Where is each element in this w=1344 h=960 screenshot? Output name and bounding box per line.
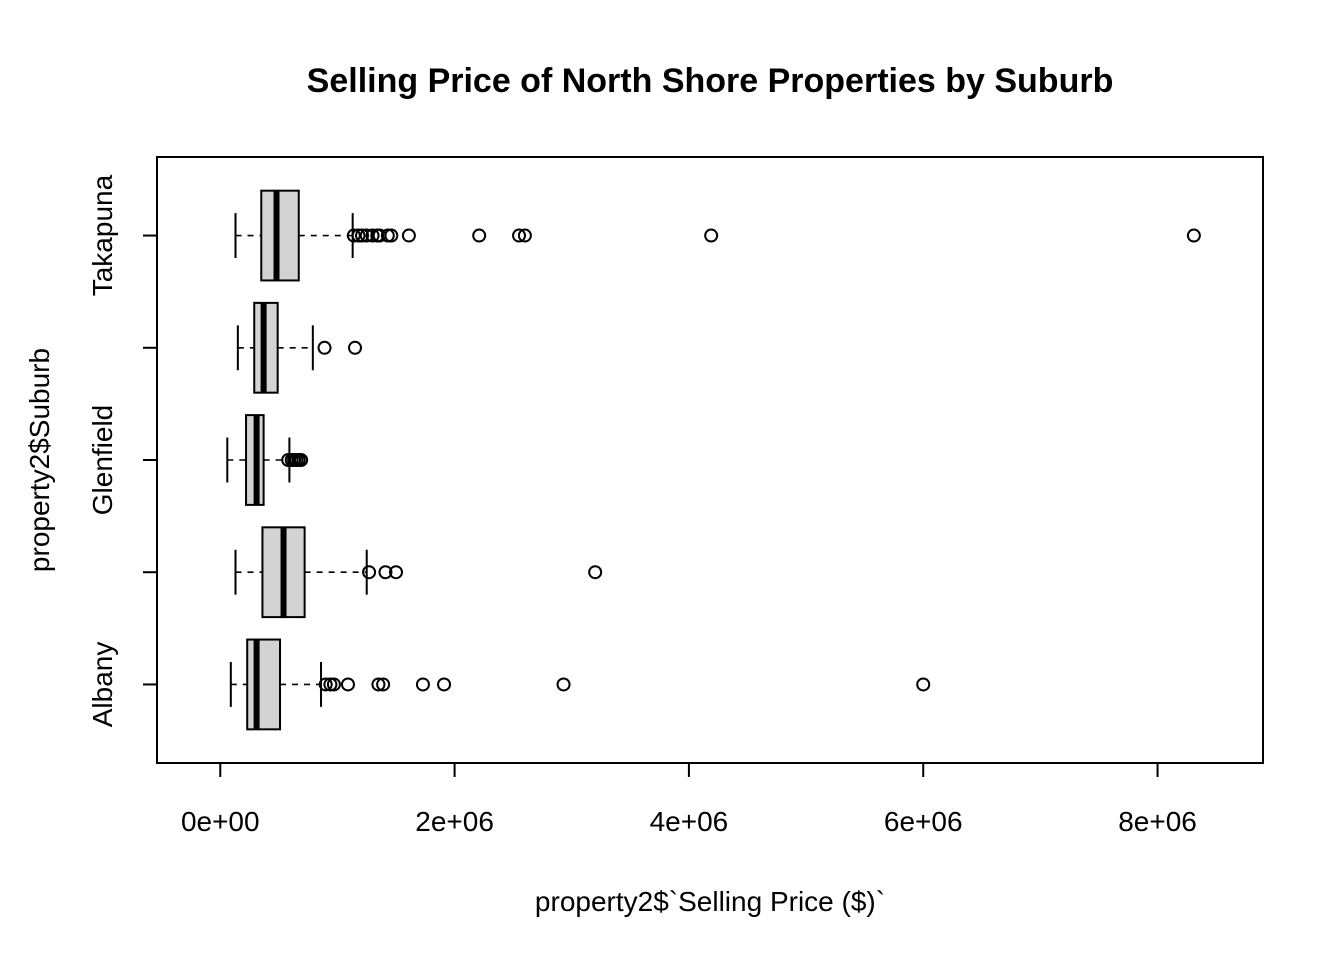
outlier-point: [378, 565, 393, 580]
box-group: [234, 189, 1201, 282]
outlier-point: [472, 228, 487, 243]
box-group: [229, 638, 931, 731]
chart-title: Selling Price of North Shore Properties …: [307, 62, 1114, 100]
outlier-point: [348, 340, 363, 355]
outlier-point: [340, 677, 355, 692]
outlier-point: [355, 228, 370, 243]
x-tick-label: 8e+06: [1118, 806, 1197, 837]
x-axis: 0e+00 2e+06 4e+06 6e+06 8e+06: [181, 762, 1197, 837]
outlier-point: [704, 228, 719, 243]
y-axis: Albany Glenfield Takapuna: [87, 174, 158, 728]
y-tick-label: Takapuna: [87, 174, 118, 296]
outlier-point: [389, 565, 404, 580]
box-group: [234, 526, 603, 619]
outlier-point: [318, 677, 333, 692]
outlier-point: [326, 677, 341, 692]
outlier-point: [365, 228, 380, 243]
outlier-point: [317, 340, 332, 355]
box-group: [226, 414, 309, 506]
y-axis-label: property2$Suburb: [24, 348, 55, 572]
y-tick-label: Glenfield: [87, 405, 118, 516]
outlier-point: [512, 228, 527, 243]
outlier-point: [415, 677, 430, 692]
outlier-point: [556, 677, 571, 692]
outlier-point: [916, 677, 931, 692]
outlier-point: [294, 453, 309, 467]
box-iqr: [246, 638, 282, 731]
box-iqr: [260, 189, 300, 282]
x-axis-label: property2$`Selling Price ($)`: [535, 886, 885, 917]
x-tick-label: 2e+06: [415, 806, 494, 837]
outlier-point: [517, 228, 532, 243]
y-tick-label: Albany: [87, 642, 118, 728]
outlier-point: [1186, 228, 1201, 243]
outlier-point: [437, 677, 452, 692]
plot-frame: [156, 156, 1264, 764]
outlier-point: [384, 228, 399, 243]
outlier-point: [588, 565, 603, 580]
x-tick-label: 0e+00: [181, 806, 260, 837]
x-tick-label: 6e+06: [884, 806, 963, 837]
outlier-point: [401, 228, 416, 243]
x-tick-label: 4e+06: [650, 806, 729, 837]
outlier-point: [362, 565, 377, 580]
box-group: [236, 301, 363, 394]
outlier-point: [371, 677, 386, 692]
outlier-point: [376, 677, 391, 692]
boxes: [226, 189, 1201, 731]
